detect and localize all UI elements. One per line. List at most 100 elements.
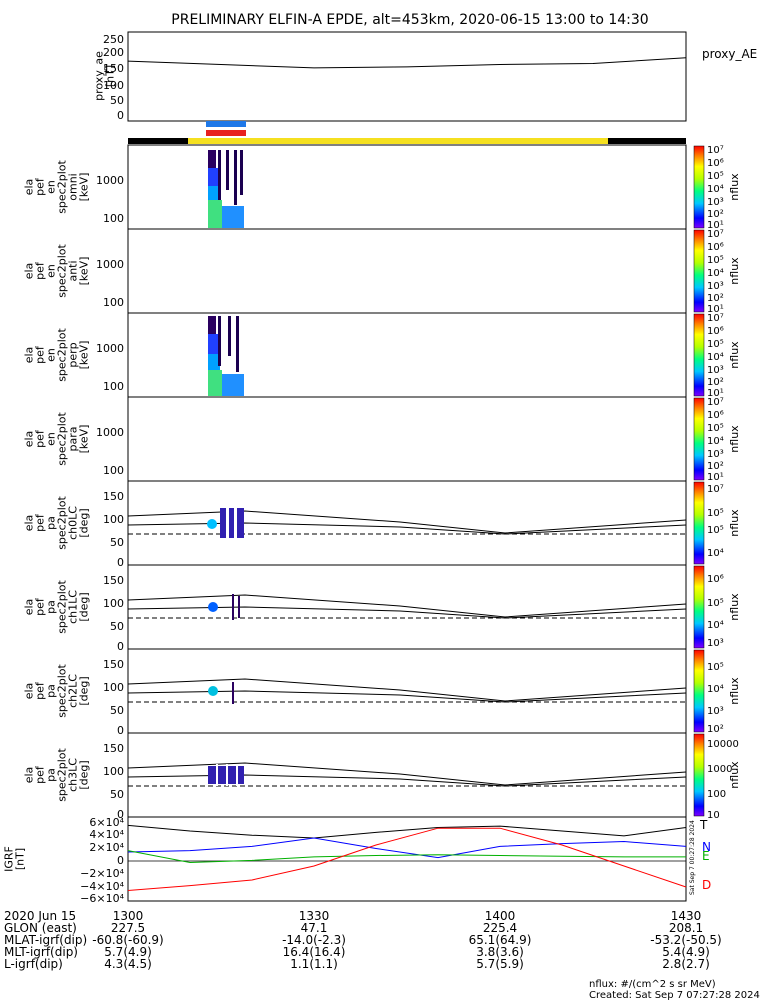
ytick-label: 150 [103, 490, 124, 503]
created-note: Created: Sat Sep 7 07:27:28 2024 [589, 990, 760, 1000]
xaxis-value: 1430 [671, 909, 702, 923]
colorbar-tick: 10000 [707, 739, 739, 750]
xaxis-row-label: MLAT-igrf(dip) [4, 933, 87, 947]
xaxis-value: 1330 [299, 909, 330, 923]
side-timestamp: Sat Sep 7 00:27:28 2024 [689, 820, 696, 895]
xaxis-value: 47.1 [301, 921, 328, 935]
panel-pa-ch3lc: elapefpaspec2plotch3LC[deg] 150 100 50 0 [23, 732, 687, 821]
ytick-label: 100 [103, 296, 124, 309]
ytick-label: 0 [117, 854, 124, 867]
colorbar-tick: 10² [707, 461, 724, 472]
ytick-label: 1000 [96, 426, 124, 439]
panel-frame [127, 228, 687, 314]
xaxis-row-label: L-igrf(dip) [4, 957, 63, 971]
colorbar-tick: 10⁵ [707, 662, 724, 673]
flux-block [208, 168, 218, 186]
xaxis-value: 65.1(64.9) [469, 933, 532, 947]
ytick-label: 100 [103, 464, 124, 477]
loss-cone-lower [127, 690, 687, 703]
ytick-label: 150 [103, 62, 124, 75]
colorbar-tick: 10⁵ [707, 339, 724, 350]
colorbar-tick: 10³ [707, 449, 724, 460]
panel-ylabel: elapefenspec2plotanti[keV] [23, 244, 91, 298]
pa-flux-stripes [226, 506, 229, 540]
colorbar-tick: 10⁶ [707, 326, 724, 337]
colorbar-label: nflux [728, 257, 741, 285]
xaxis-value: 5.7(5.9) [476, 957, 524, 971]
colorbar-tick: 10⁵ [707, 508, 724, 519]
colorbar-tick: 10⁴ [707, 548, 724, 559]
colorbar-tick: 10¹ [707, 388, 724, 399]
proxy-ae-line [127, 57, 687, 69]
colorbar-tick: 10² [707, 724, 724, 735]
pa-flux-stripes [234, 506, 237, 540]
flux-block [208, 150, 216, 180]
colorbar-tick: 10¹ [707, 304, 724, 315]
panel-ylabel: proxy_ae[nT] [93, 51, 117, 101]
colorbar-pa-ch3lc: 10000 1000 100 10 nflux [693, 733, 741, 821]
ytick-label: 100 [103, 380, 124, 393]
xaxis-value: 1400 [485, 909, 516, 923]
flux-block [222, 206, 244, 228]
ytick-label: 1000 [96, 342, 124, 355]
colorbar-pa-ch1lc: 10⁶ 10⁵ 10⁴ 10³ nflux [693, 565, 741, 649]
colorbar-tick: 10⁶ [707, 158, 724, 169]
xaxis-value: 225.4 [483, 921, 517, 935]
ytick-label: 0 [117, 808, 124, 821]
colorbar-en-omni: 10⁷ 10⁶ 10⁵ 10⁴ 10³ 10² 10¹ nflux [693, 145, 741, 231]
igrf-line-e [127, 850, 686, 864]
colorbar-strip [693, 313, 705, 397]
colorbar-tick: 10⁵ [707, 423, 724, 434]
colorbar-label: nflux [728, 341, 741, 369]
xaxis-value: 227.5 [111, 921, 145, 935]
colorbar-label: nflux [728, 677, 741, 705]
panel-frame [127, 816, 687, 902]
pa-flux-blob [208, 602, 218, 612]
flux-block [218, 316, 221, 366]
colorbar-tick: 10³ [707, 706, 724, 717]
colorbar-tick: 10⁷ [707, 397, 724, 408]
colorbar-pa-ch0lc: 10⁷ 10⁵ 10⁵ 10⁴ nflux [693, 481, 741, 565]
colorbar-pa-ch2lc: 10⁵ 10⁴ 10³ 10² nflux [693, 649, 741, 735]
colorbar-tick: 10³ [707, 197, 724, 208]
panel-ylabel: elapefenspec2plotpara[keV] [23, 412, 91, 466]
colorbar-label: nflux [728, 761, 741, 789]
ytick-label: 2×10⁴ [89, 841, 124, 854]
colorbar-strip [693, 397, 705, 481]
xaxis-rows: 2020 Jun 15 1300 1330 1400 1430 GLON (ea… [4, 909, 722, 971]
panel-pa-ch0lc: elapefpaspec2plotch0LC[deg] 150 100 50 0 [23, 480, 687, 569]
colorbar-tick: 10⁴ [707, 352, 724, 363]
flux-block [218, 150, 221, 200]
loss-cone-upper [127, 678, 687, 702]
legend-d: D [702, 878, 711, 892]
ytick-label: −6×10⁴ [80, 892, 124, 905]
pa-flux-stripes [226, 764, 228, 786]
flux-block [222, 374, 244, 396]
flux-block [208, 186, 220, 200]
ytick-label: −4×10⁴ [80, 880, 124, 893]
panel-igrf: IGRF[nT] 6×10⁴ 4×10⁴ 2×10⁴ 0 −2×10⁴ −4×1… [3, 816, 712, 905]
pa-flux-blob [207, 519, 217, 529]
colorbar-strip [693, 649, 705, 733]
colorbar-tick: 10⁷ [707, 313, 724, 324]
igrf-line-t [127, 824, 687, 839]
ytick-label: 250 [103, 33, 124, 46]
igrf-line-n [127, 837, 687, 859]
flux-block [208, 334, 218, 354]
colorbar-tick: 10⁴ [707, 620, 724, 631]
panel-ylabel: elapefenspec2plotomni[keV] [23, 160, 91, 214]
xaxis-value: 1300 [113, 909, 144, 923]
panel-en-perp: elapefenspec2plotperp[keV] 1000 100 [23, 312, 687, 398]
panel-ylabel: elapefenspec2plotperp[keV] [23, 328, 91, 382]
ytick-label: 50 [110, 788, 124, 801]
ytick-label: 0 [117, 724, 124, 737]
ytick-label: 100 [103, 597, 124, 610]
panel-pa-ch2lc: elapefpaspec2plotch2LC[deg] 150 100 50 0 [23, 648, 687, 737]
colorbar-tick: 10² [707, 209, 724, 220]
colorbar-label: nflux [728, 425, 741, 453]
ytick-label: 0 [117, 109, 124, 122]
colorbar-tick: 100 [707, 789, 726, 800]
colorbar-tick: 10⁶ [707, 242, 724, 253]
pa-flux-blob [208, 686, 218, 696]
